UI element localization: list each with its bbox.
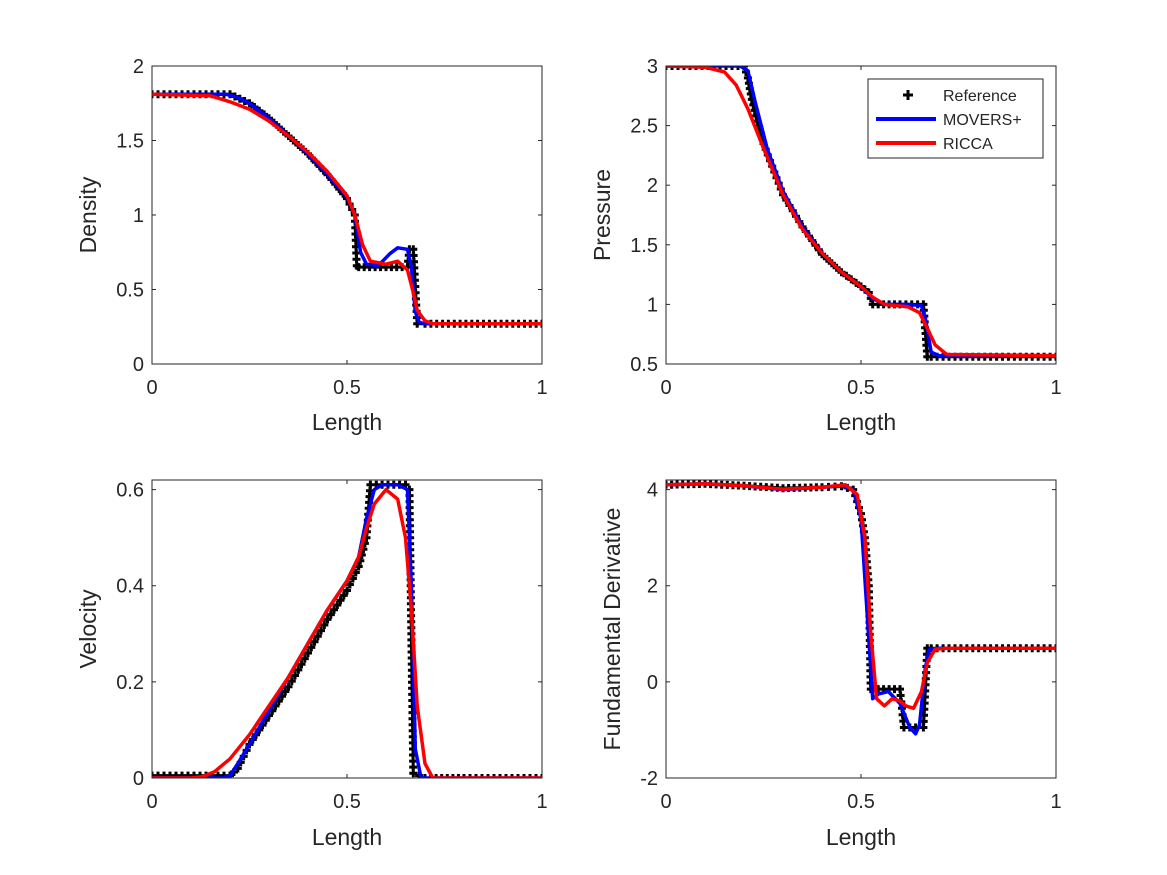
series-group-pressure: [666, 66, 1056, 361]
plot-area-velocity: 0 0.5 1 0 0.2 0.4 0.6: [116, 479, 548, 813]
ytick-label-pressure: 1.5: [630, 235, 658, 257]
ytick-label-velocity: 0.6: [116, 480, 144, 502]
ytick-label-density: 1.5: [116, 131, 144, 153]
legend-entry-reference: Reference: [903, 88, 1017, 105]
ytick-label-velocity: 0.4: [116, 576, 144, 598]
xtick-label-density: 0.5: [333, 377, 361, 399]
ylabel-density: Density: [75, 176, 101, 253]
axes-background-density: [152, 66, 542, 364]
ytick-label-density: 2: [133, 56, 144, 78]
subplot-density: 0 0.5 1 0 0.5 1 1.5 2 Length Density: [75, 56, 548, 435]
legend-entry-ricca: RICCA: [876, 136, 993, 153]
ytick-label-fundamental-derivative: -2: [640, 768, 658, 790]
series-group-density: [152, 90, 542, 328]
xtick-label-velocity: 0.5: [333, 791, 361, 813]
xtick-label-fundamental-derivative: 1: [1050, 791, 1061, 813]
axes-background-velocity: [152, 480, 542, 778]
series-group-velocity: [152, 480, 542, 778]
subplot-velocity: 0 0.5 1 0 0.2 0.4 0.6 Length Velocity: [75, 479, 548, 850]
ylabel-pressure: Pressure: [589, 169, 615, 261]
xlabel-fundamental-derivative: Length: [826, 824, 896, 850]
xlabel-pressure: Length: [826, 409, 896, 435]
ytick-label-density: 1: [133, 205, 144, 227]
series-group-fundamental-derivative: [666, 480, 1056, 736]
plot-area-density: 0 0.5 1 0 0.5 1 1.5 2: [116, 56, 547, 399]
series-ricca-density: [152, 92, 542, 326]
ytick-label-pressure: 1: [647, 294, 658, 316]
ytick-label-density: 0.5: [116, 280, 144, 302]
ytick-label-density: 0: [133, 354, 144, 376]
series-ricca-velocity: [152, 487, 542, 778]
xtick-label-pressure: 0.5: [847, 377, 875, 399]
xlabel-velocity: Length: [312, 824, 382, 850]
ytick-label-pressure: 0.5: [630, 354, 658, 376]
ytick-label-fundamental-derivative: 2: [647, 576, 658, 598]
xtick-label-pressure: 1: [1050, 377, 1061, 399]
xtick-label-fundamental-derivative: 0: [660, 791, 671, 813]
ytick-label-pressure: 2.5: [630, 116, 658, 138]
ylabel-velocity: Velocity: [75, 589, 101, 669]
legend-label-ricca: RICCA: [943, 136, 993, 153]
xtick-label-density: 1: [536, 377, 547, 399]
xtick-label-velocity: 0: [146, 791, 157, 813]
ytick-label-fundamental-derivative: 4: [647, 480, 658, 502]
ytick-label-pressure: 3: [647, 56, 658, 78]
ytick-label-velocity: 0.2: [116, 672, 144, 694]
xlabel-density: Length: [312, 409, 382, 435]
xtick-label-velocity: 1: [536, 791, 547, 813]
legend-label-movers: MOVERS+: [943, 112, 1022, 129]
ytick-label-fundamental-derivative: 0: [647, 672, 658, 694]
series-ricca-fundamental-derivative: [666, 482, 1056, 711]
xtick-label-pressure: 0: [660, 377, 671, 399]
legend-label-reference: Reference: [943, 88, 1017, 105]
ylabel-fundamental-derivative: Fundamental Derivative: [599, 508, 625, 751]
series-ricca-pressure: [666, 66, 1056, 358]
legend: Reference MOVERS+ RICCA: [867, 78, 1044, 159]
ytick-label-velocity: 0: [133, 768, 144, 790]
ytick-label-pressure: 2: [647, 175, 658, 197]
xtick-label-density: 0: [146, 377, 157, 399]
legend-swatch-reference: [903, 90, 913, 100]
legend-entry-movers: MOVERS+: [876, 112, 1022, 129]
xtick-label-fundamental-derivative: 0.5: [847, 791, 875, 813]
